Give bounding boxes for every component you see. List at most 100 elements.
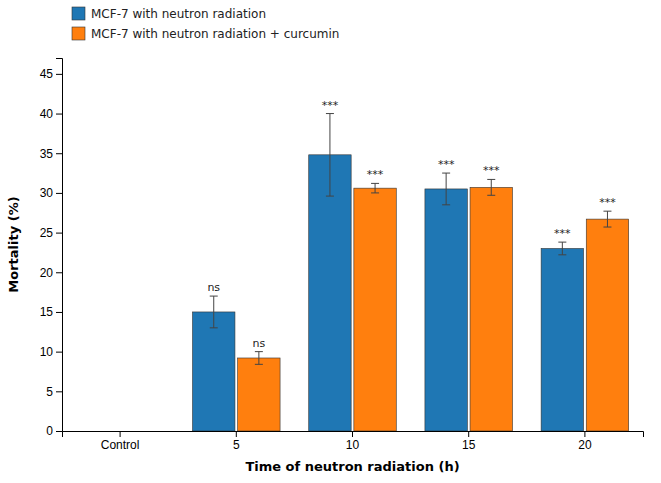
y-tick-mark — [56, 74, 62, 75]
error-bar-cap — [210, 327, 218, 328]
x-tick-mark — [120, 431, 121, 437]
error-bar — [255, 352, 263, 365]
error-bar — [603, 211, 611, 227]
legend-label: MCF-7 with neutron radiation — [91, 7, 266, 21]
x-tick-mark — [584, 431, 585, 437]
x-tick: 5 — [233, 431, 240, 452]
error-bar — [558, 242, 566, 255]
y-tick: 20 — [40, 266, 62, 280]
y-tick: 15 — [40, 305, 62, 319]
legend: MCF-7 with neutron radiation MCF-7 with n… — [72, 7, 339, 41]
error-bar — [371, 183, 379, 193]
series — [238, 179, 629, 431]
error-bar-cap — [255, 364, 263, 365]
x-tick: Control — [101, 431, 140, 452]
x-axis-line — [63, 432, 644, 438]
annotation: *** — [367, 168, 384, 181]
bar — [541, 248, 583, 431]
y-axis-title: Mortality (%) — [6, 196, 21, 292]
y-tick-label: 30 — [40, 186, 54, 200]
x-tick-label: 5 — [233, 438, 240, 452]
error-bar-cap — [210, 296, 218, 297]
error-bar-line — [607, 211, 608, 227]
legend-swatch — [72, 27, 85, 40]
error-bar — [326, 114, 334, 197]
x-tick-mark — [352, 431, 353, 437]
error-bar-cap — [442, 173, 450, 174]
y-tick: 40 — [40, 107, 62, 121]
bar — [354, 188, 396, 431]
bar — [238, 358, 280, 431]
error-bar-line — [213, 296, 214, 328]
x-axis: Control 5 10 15 20 — [63, 431, 644, 452]
error-bar-cap — [371, 192, 379, 193]
error-bar — [487, 179, 495, 195]
y-tick-label: 25 — [40, 226, 54, 240]
y-tick-label: 0 — [46, 424, 53, 438]
error-bar — [442, 173, 450, 205]
y-tick-label: 15 — [40, 305, 54, 319]
error-bar-cap — [558, 242, 566, 243]
y-tick: 10 — [40, 345, 62, 359]
error-bar-cap — [487, 195, 495, 196]
x-tick-label: 20 — [578, 438, 592, 452]
y-tick-mark — [56, 233, 62, 234]
error-bar — [210, 296, 218, 328]
y-tick: 5 — [46, 385, 62, 399]
y-tick: 30 — [40, 186, 62, 200]
x-tick-mark — [236, 431, 237, 437]
x-tick-label: 15 — [462, 438, 476, 452]
error-bar-line — [258, 352, 259, 365]
annotation: *** — [483, 164, 500, 177]
y-tick-mark — [56, 431, 62, 432]
x-tick: 20 — [578, 431, 592, 452]
y-axis-line — [56, 59, 63, 432]
bar — [309, 155, 351, 431]
x-tick-label: Control — [101, 438, 140, 452]
x-tick-mark — [468, 431, 469, 437]
annotation: ns — [253, 337, 266, 350]
y-tick-mark — [56, 391, 62, 392]
annotation: ns — [207, 281, 220, 294]
annotation: *** — [322, 99, 339, 112]
y-tick: 0 — [46, 424, 62, 438]
y-tick-mark — [56, 312, 62, 313]
error-bar-line — [562, 242, 563, 255]
y-tick-label: 10 — [40, 345, 54, 359]
error-bar-cap — [326, 113, 334, 114]
error-bar-cap — [558, 254, 566, 255]
y-axis: 0 5 10 15 20 25 30 35 40 45 — [40, 59, 63, 439]
error-bar-cap — [442, 204, 450, 205]
error-bar-cap — [603, 227, 611, 228]
y-tick-mark — [56, 114, 62, 115]
y-tick-label: 5 — [46, 385, 53, 399]
plot: ns*********ns*********Control51015200510… — [40, 59, 644, 452]
error-bar-cap — [603, 211, 611, 212]
error-bar-cap — [326, 196, 334, 197]
annotation: *** — [438, 158, 455, 171]
y-tick-mark — [56, 352, 62, 353]
y-tick-label: 45 — [40, 67, 54, 81]
x-tick: 10 — [346, 431, 360, 452]
y-tick-mark — [56, 153, 62, 154]
x-axis-title: Time of neutron radiation (h) — [245, 459, 459, 474]
chart: ns*********ns*********Control51015200510… — [0, 0, 661, 483]
y-tick-label: 35 — [40, 147, 54, 161]
legend-label: MCF-7 with neutron radiation + curcumin — [91, 27, 339, 41]
error-bar-line — [491, 179, 492, 195]
error-bar-cap — [487, 179, 495, 180]
error-bar-line — [446, 173, 447, 205]
legend-swatch — [72, 7, 85, 20]
x-tick: 15 — [462, 431, 476, 452]
y-tick: 45 — [40, 67, 62, 81]
error-bar-cap — [371, 183, 379, 184]
bar — [586, 219, 628, 431]
series — [193, 114, 584, 431]
error-bar-cap — [255, 351, 263, 352]
y-tick-label: 20 — [40, 266, 54, 280]
bar — [425, 189, 467, 431]
annotation: *** — [599, 196, 616, 209]
marks — [193, 114, 629, 431]
legend-item: MCF-7 with neutron radiation + curcumin — [72, 27, 339, 41]
annotations: ns*********ns********* — [207, 99, 616, 350]
